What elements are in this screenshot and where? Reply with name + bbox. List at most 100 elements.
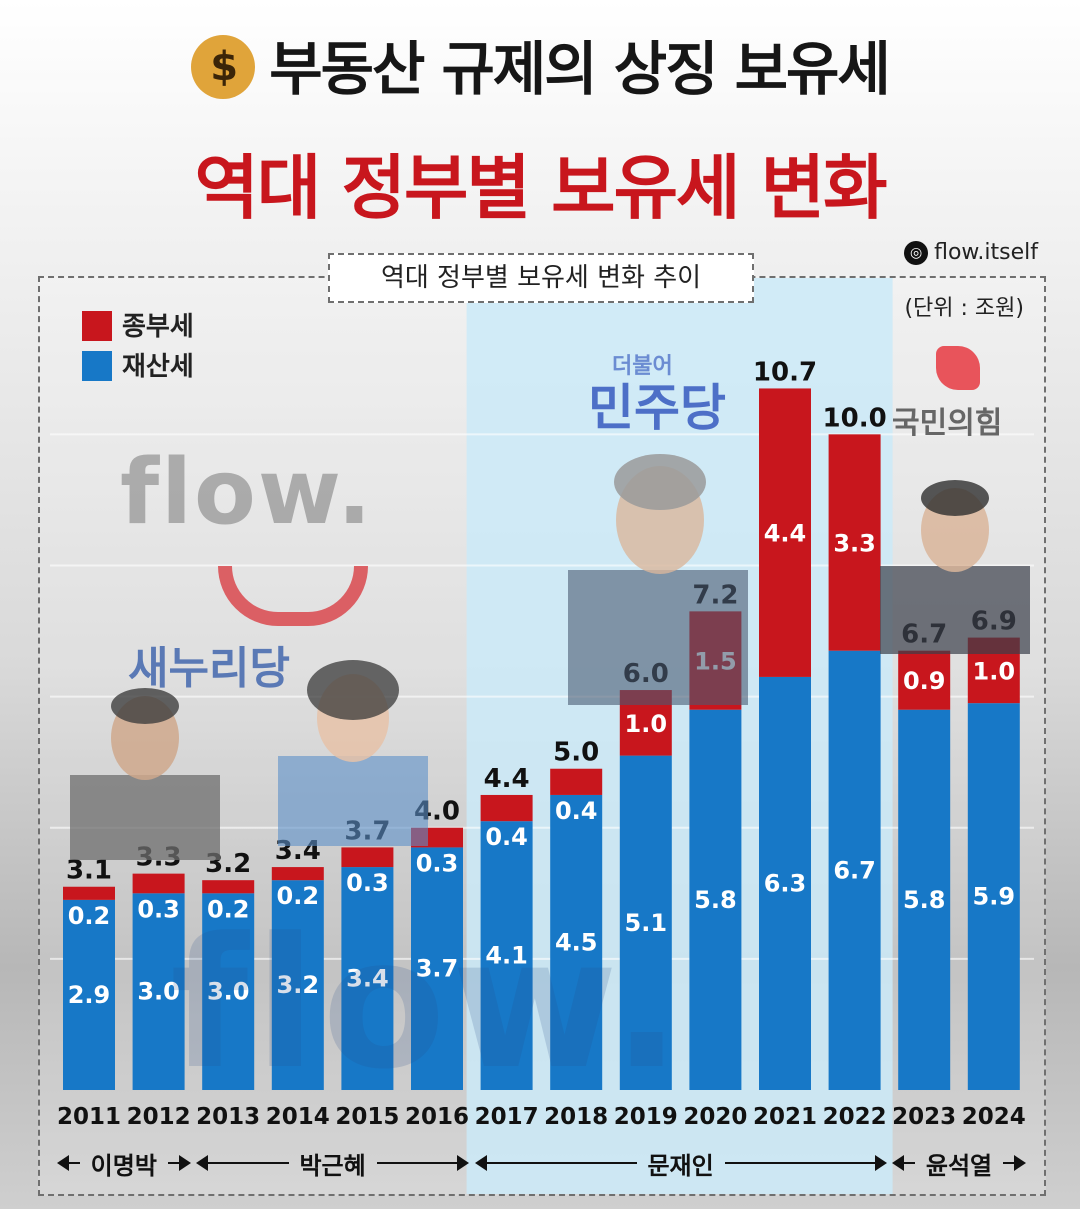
data-label-jaesan: 3.2 (277, 971, 320, 999)
total-label: 5.0 (553, 738, 599, 768)
admin-arrow-line (1003, 1162, 1024, 1164)
data-label-jaesan: 4.5 (555, 928, 598, 956)
data-label-jaesan: 5.8 (694, 886, 737, 914)
data-label-jaesan: 3.4 (346, 965, 389, 993)
admin-arrow-line (724, 1162, 885, 1164)
bar-jongbu (132, 873, 185, 894)
bar-jaesan (828, 650, 881, 1090)
admin-arrow-line (198, 1162, 289, 1164)
data-label-jaesan: 3.0 (207, 978, 250, 1006)
year-tick-label: 2022 (822, 1104, 887, 1130)
highlight-band (466, 278, 893, 1194)
party-minjoo-small: 더불어 (612, 354, 673, 379)
admin-arrow-line (59, 1162, 80, 1164)
admin-arrow-line (894, 1162, 915, 1164)
data-label-jaesan: 5.9 (973, 883, 1016, 911)
bar-jongbu (480, 794, 533, 822)
data-label-jongbu: 1.0 (625, 710, 668, 738)
data-label-jaesan: 5.1 (625, 909, 668, 937)
party-minjoo: 민주당 (588, 379, 726, 437)
legend-item-jongbu: 종부세 (82, 306, 194, 343)
bar-jaesan (411, 847, 463, 1090)
legend-swatch-jongbu (82, 310, 112, 341)
year-tick-label: 2013 (196, 1104, 261, 1130)
year-tick-label: 2024 (961, 1104, 1026, 1130)
admin-arrow-line (476, 1162, 637, 1164)
administration-label: 윤석열 (925, 1152, 993, 1180)
bar-jaesan (619, 755, 672, 1090)
data-label-jaesan: 3.0 (137, 978, 180, 1006)
year-tick-label: 2023 (892, 1104, 957, 1130)
bar-jaesan (689, 709, 742, 1090)
legend-label-jongbu: 종부세 (122, 312, 194, 342)
bar-jaesan (341, 867, 394, 1090)
portrait-lee-icon (70, 688, 220, 860)
data-label-jongbu: 0.4 (485, 823, 528, 851)
portrait-yoon-icon (880, 480, 1030, 654)
legend-item-jaesan: 재산세 (82, 346, 194, 383)
data-label-jaesan: 6.3 (764, 869, 807, 897)
party-ppp: 국민의힘 (892, 406, 1003, 441)
bar-jaesan (271, 880, 324, 1090)
portrait-moon-icon (568, 454, 748, 705)
unit-label: (단위 : 조원) (904, 296, 1024, 321)
bar-jongbu (341, 847, 394, 868)
data-label-jongbu: 3.3 (833, 530, 876, 558)
data-label-jongbu: 0.3 (346, 869, 389, 897)
bar-jongbu (550, 768, 603, 795)
data-label-jongbu: 0.2 (68, 902, 111, 930)
data-label-jaesan: 3.7 (416, 955, 459, 983)
ppp-logo-icon (936, 346, 980, 390)
bar-jongbu (759, 388, 811, 677)
total-label: 10.0 (823, 403, 887, 433)
arrow-right-icon (874, 1155, 887, 1171)
arrow-left-icon (892, 1155, 905, 1171)
data-label-jongbu: 0.3 (416, 849, 459, 877)
data-label-jongbu: 0.4 (555, 797, 598, 825)
account-handle: ◎ flow.itself (904, 240, 1038, 265)
administration-label: 박근혜 (299, 1152, 366, 1180)
bar-jongbu (63, 886, 115, 900)
data-label-jongbu: 4.4 (764, 520, 807, 548)
data-label-jongbu: 0.3 (137, 895, 180, 923)
data-label-jongbu: 0.2 (207, 895, 250, 923)
bar-jongbu (828, 434, 881, 651)
total-label: 10.7 (753, 357, 817, 387)
bar-jaesan (967, 703, 1020, 1090)
data-label-jongbu: 0.2 (277, 882, 320, 910)
year-tick-label: 2020 (683, 1104, 748, 1130)
main-title: $ 부동산 규제의 상징 보유세 (0, 22, 1080, 106)
bar-jaesan (550, 794, 603, 1090)
year-tick-label: 2021 (752, 1104, 817, 1130)
admin-arrow-line (167, 1162, 189, 1164)
year-tick-label: 2019 (613, 1104, 678, 1130)
chart-title: 역대 정부별 보유세 변화 추이 (328, 253, 754, 303)
bar-jaesan (132, 893, 185, 1090)
legend-label-jaesan: 재산세 (122, 352, 194, 382)
arrow-right-icon (457, 1155, 469, 1171)
year-tick-label: 2014 (265, 1104, 330, 1130)
total-label: 4.4 (484, 764, 530, 794)
money-bag-icon: $ (191, 34, 256, 99)
bar-jaesan (480, 821, 533, 1090)
data-label-jaesan: 2.9 (68, 981, 111, 1009)
year-tick-label: 2018 (544, 1104, 609, 1130)
admin-arrow-line (376, 1162, 467, 1164)
total-label: 3.1 (66, 856, 112, 886)
data-label-jongbu: 1.0 (973, 657, 1016, 685)
arrow-left-icon (196, 1155, 209, 1171)
year-tick-label: 2012 (126, 1104, 191, 1130)
main-title-text: 부동산 규제의 상징 보유세 (269, 35, 891, 103)
year-tick-label: 2015 (335, 1104, 400, 1130)
party-saenuri: 새누리당 (128, 643, 290, 694)
administration-label: 이명박 (90, 1152, 157, 1180)
watermark-upper: flow. (120, 440, 374, 545)
handle-text: flow.itself (934, 240, 1038, 265)
bar-jaesan (63, 899, 115, 1090)
arrow-left-icon (57, 1155, 69, 1171)
portrait-park-icon (278, 660, 428, 846)
data-label-jaesan: 6.7 (833, 856, 876, 884)
arrow-right-icon (178, 1155, 191, 1171)
